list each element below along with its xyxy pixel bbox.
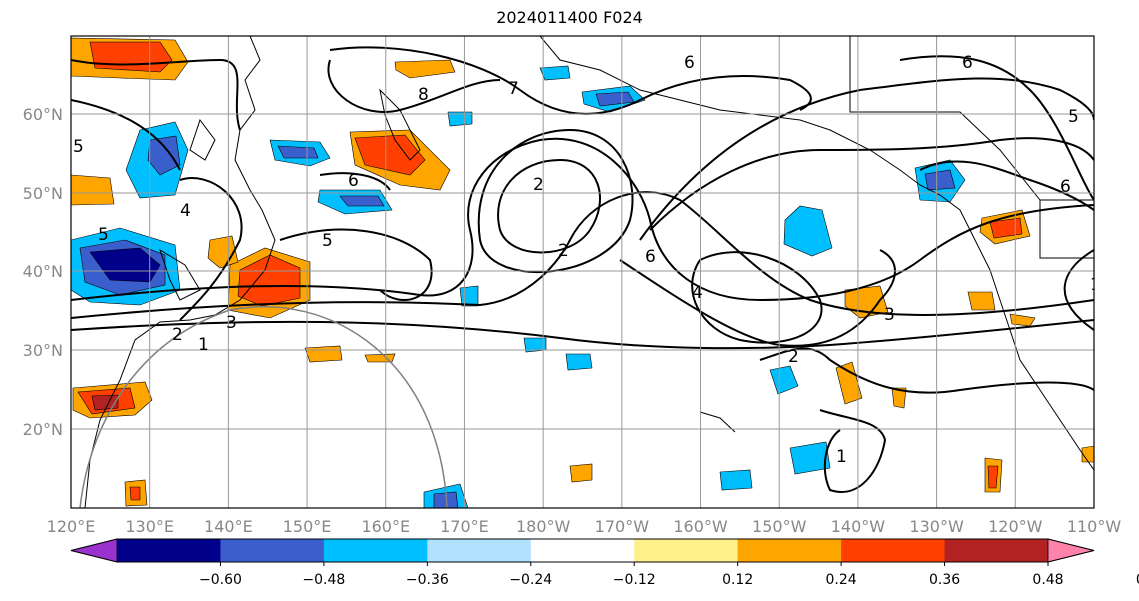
latitude-label: 20°N	[23, 420, 63, 439]
colorbar-extend-low	[70, 538, 118, 563]
contour-label: 1	[198, 335, 209, 355]
contour-label: 6	[1060, 177, 1071, 197]
colorbar-segment	[323, 539, 428, 562]
contour-label: 6	[348, 171, 359, 191]
contour-label: 6	[645, 247, 656, 267]
longitude-labels: 120°E 130°E 140°E 150°E 160°E 170°E 180°W 170°W…	[47, 517, 1122, 536]
colorbar-tick-label: −0.60	[199, 572, 242, 588]
contour-label: 4	[692, 283, 703, 303]
contour-label: 1	[1090, 275, 1101, 295]
colorbar-tick-label: 0.36	[929, 572, 960, 588]
latitude-label: 30°N	[23, 341, 63, 360]
plot-area	[71, 36, 1094, 508]
contour-label: 6	[962, 53, 973, 73]
longitude-label: 150°E	[283, 517, 332, 536]
contour-label: 5	[1068, 107, 1079, 127]
colorbar-tick-label: 0.12	[722, 572, 753, 588]
colorbar-tick-label: 0.24	[826, 572, 857, 588]
map-title: 2024011400 F024	[496, 8, 643, 27]
colorbar-segment	[634, 539, 739, 562]
contour-label: 5	[322, 231, 333, 251]
longitude-label: 150°W	[752, 517, 807, 536]
contour-label: 6	[684, 53, 695, 73]
colorbar-extend-high	[1047, 538, 1095, 563]
contour-label: 8	[418, 85, 429, 105]
contour-label: 2	[172, 325, 183, 345]
contour-label: 2	[788, 347, 799, 367]
latitude-label: 50°N	[23, 184, 63, 203]
longitude-label: 170°W	[595, 517, 650, 536]
longitude-label: 180°W	[516, 517, 571, 536]
contour-label: 7	[508, 79, 519, 99]
colorbar-tick-label: −0.12	[613, 572, 656, 588]
colorbar-segment	[737, 539, 842, 562]
contour-label: 2	[533, 175, 544, 195]
longitude-label: 130°W	[909, 517, 964, 536]
colorbar-segment	[530, 539, 635, 562]
colorbar-labels: −0.60 −0.48 −0.36 −0.24 −0.12 0.12 0.24 0.36 0.4…	[199, 572, 1139, 588]
longitude-label: 140°W	[831, 517, 886, 536]
latitude-label: 40°N	[23, 262, 63, 281]
colorbar-outline	[70, 538, 1095, 563]
contour-label: 4	[180, 201, 191, 221]
colorbar-tick-label: 0.60	[1136, 572, 1139, 588]
contour-label: 3	[884, 305, 895, 325]
contour-label: 2	[558, 241, 569, 261]
longitude-label: 120°W	[988, 517, 1043, 536]
colorbar-segment	[117, 539, 221, 562]
height-contours	[71, 46, 1094, 493]
contour-labels: 1 2 3 4 5 6 7 8 5 6 2 6 4 2 1 6 5 6 3 2 …	[73, 53, 1101, 467]
contour-label: 5	[73, 137, 84, 157]
colorbar-tick-label: −0.36	[406, 572, 449, 588]
colorbar-segment	[944, 539, 1049, 562]
longitude-label: 120°E	[47, 517, 96, 536]
longitude-label: 170°E	[440, 517, 489, 536]
colorbar-segment	[220, 539, 325, 562]
colorbar	[70, 538, 1095, 566]
latitude-label: 60°N	[23, 105, 63, 124]
contour-label: 3	[226, 313, 237, 333]
colorbar-segment	[427, 539, 532, 562]
gridlines	[71, 36, 1094, 508]
colorbar-segment	[841, 539, 946, 562]
coastlines	[84, 36, 1094, 508]
contour-label: 1	[836, 447, 847, 467]
contour-label: 5	[98, 225, 109, 245]
latitude-labels: 20°N 30°N 40°N 50°N 60°N	[23, 105, 63, 439]
colorbar-tick-label: 0.48	[1032, 572, 1063, 588]
colorbar-tick-label: −0.48	[302, 572, 345, 588]
longitude-label: 130°E	[125, 517, 174, 536]
great-circle-arc	[79, 305, 448, 508]
longitude-label: 160°E	[361, 517, 410, 536]
colorbar-tick-label: −0.24	[509, 572, 552, 588]
longitude-label: 140°E	[204, 517, 253, 536]
longitude-label: 160°W	[673, 517, 728, 536]
plot-frame	[70, 35, 1095, 509]
longitude-label: 110°W	[1067, 517, 1122, 536]
